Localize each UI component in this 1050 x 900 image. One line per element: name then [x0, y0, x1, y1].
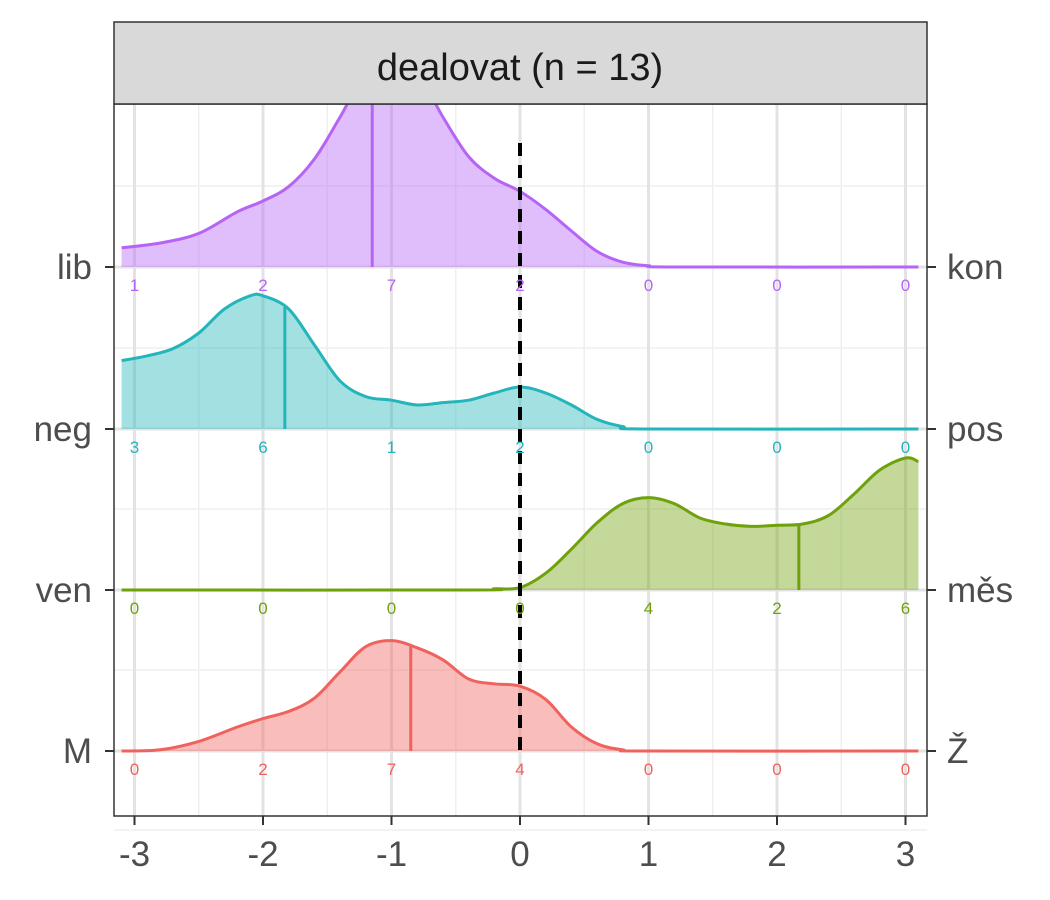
count-label-lib: 0 [644, 276, 653, 295]
panel-title: dealovat (n = 13) [377, 47, 663, 89]
count-label-neg: 1 [387, 438, 396, 457]
left-category-label: ven [36, 571, 92, 610]
x-tick-label: -3 [119, 835, 150, 874]
count-label-M: 7 [387, 760, 396, 779]
count-label-neg: 0 [772, 438, 781, 457]
count-label-M: 0 [644, 760, 653, 779]
count-label-ven: 0 [130, 599, 139, 618]
x-tick-label: 2 [767, 835, 786, 874]
density-area-ven [121, 457, 919, 591]
count-label-M: 0 [130, 760, 139, 779]
x-tick-label: -2 [247, 835, 278, 874]
count-label-lib: 0 [901, 276, 910, 295]
count-label-ven: 6 [901, 599, 910, 618]
right-category-label: pos [947, 410, 1003, 449]
density-line-lib [121, 59, 919, 269]
count-label-ven: 4 [644, 599, 653, 618]
count-label-M: 4 [515, 760, 524, 779]
density-line-neg [121, 292, 919, 431]
left-category-label: M [63, 732, 92, 771]
count-label-ven: 0 [515, 599, 524, 618]
right-category-label: kon [947, 248, 1003, 287]
count-label-lib: 2 [258, 276, 267, 295]
count-label-ven: 0 [387, 599, 396, 618]
density-line-M [121, 639, 919, 753]
panel-strip: dealovat (n = 13) [113, 21, 928, 105]
count-label-M: 0 [772, 760, 781, 779]
panel-strip-background [113, 21, 928, 105]
right-category-label: Ž [947, 732, 968, 771]
count-label-ven: 2 [772, 599, 781, 618]
count-label-M: 2 [258, 760, 267, 779]
x-tick-label: -1 [376, 835, 407, 874]
count-label-neg: 0 [644, 438, 653, 457]
right-category-label: měs [947, 571, 1013, 610]
count-label-neg: 0 [901, 438, 910, 457]
ridge-ven [121, 456, 919, 592]
x-tick-label: 1 [639, 835, 658, 874]
count-label-lib: 7 [387, 276, 396, 295]
count-label-lib: 1 [130, 276, 139, 295]
count-label-M: 0 [901, 760, 910, 779]
density-area-neg [121, 294, 919, 430]
count-label-lib: 0 [772, 276, 781, 295]
count-labels: 0 2 7 4 0 0 00 0 0 0 4 2 63 6 1 2 0 0 01 2 7 2 0 0 0 [130, 276, 910, 779]
ridge-neg [121, 292, 919, 431]
density-line-ven [121, 456, 919, 592]
count-label-ven: 0 [258, 599, 267, 618]
x-tick-label: 3 [896, 835, 915, 874]
count-label-neg: 2 [515, 438, 524, 457]
left-category-label: lib [57, 248, 92, 287]
x-tick-label: 0 [510, 835, 529, 874]
count-label-neg: 3 [130, 438, 139, 457]
count-label-neg: 6 [258, 438, 267, 457]
density-area-lib [121, 60, 919, 268]
count-label-lib: 2 [515, 276, 524, 295]
left-category-label: neg [34, 410, 92, 449]
